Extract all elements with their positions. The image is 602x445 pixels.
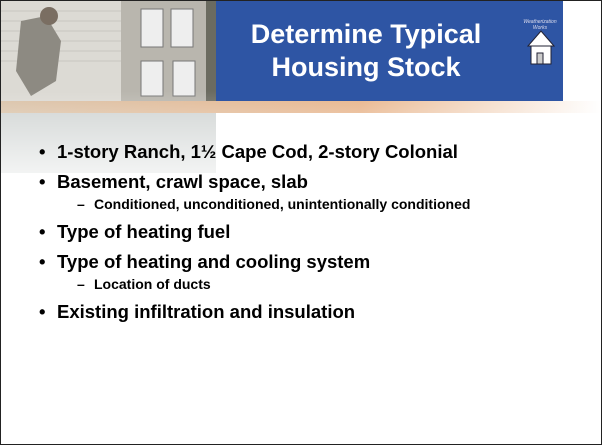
bullet-list: 1-story Ranch, 1½ Cape Cod, 2-story Colo… [39,141,509,331]
logo-line: Works [532,25,548,31]
title-line: Housing Stock [271,52,461,82]
sub-bullet: Conditioned, unconditioned, unintentiona… [57,196,509,213]
bullet: Type of heating and cooling system Locati… [39,251,509,293]
bullet: 1-story Ranch, 1½ Cape Cod, 2-story Colo… [39,141,509,163]
bullet: Type of heating fuel [39,221,509,243]
bullet: Basement, crawl space, slab Conditioned, … [39,171,509,213]
bullet-text: Type of heating fuel [57,221,231,242]
bullet: Existing infiltration and insulation [39,301,509,323]
bullet-text: Existing infiltration and insulation [57,301,356,322]
logo-line: Weatherization [523,19,557,25]
logo-text: Weatherization Works [516,19,564,31]
sub-bullet: Location of ducts [57,276,509,293]
bullet-text: Type of heating and cooling system [57,251,371,272]
slide-title: Determine Typical Housing Stock [216,1,516,101]
bullet-text: Basement, crawl space, slab [57,171,308,192]
title-line: Determine Typical [250,19,482,49]
bullet-text: 1-story Ranch, 1½ Cape Cod, 2-story Colo… [57,141,458,162]
